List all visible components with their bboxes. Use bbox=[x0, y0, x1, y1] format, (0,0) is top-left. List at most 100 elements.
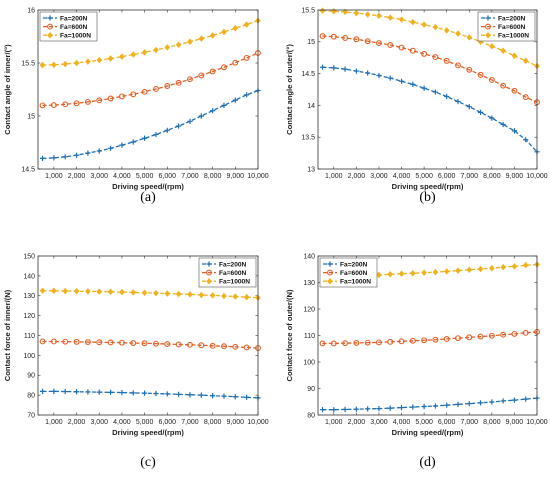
x-tick-label: 1,000 bbox=[45, 173, 63, 180]
data-point bbox=[221, 102, 227, 108]
series-line bbox=[42, 89, 259, 160]
y-tick-label: 140 bbox=[23, 273, 35, 280]
y-tick-label: 130 bbox=[23, 293, 35, 300]
x-tick-label: 6,000 bbox=[438, 419, 456, 426]
data-point bbox=[39, 388, 46, 394]
x-tick-label: 4,000 bbox=[393, 419, 411, 426]
data-point bbox=[232, 97, 238, 103]
data-point bbox=[187, 341, 193, 348]
data-point bbox=[96, 97, 103, 104]
axes-frame bbox=[317, 9, 538, 170]
data-point bbox=[221, 64, 227, 71]
data-point bbox=[39, 338, 46, 345]
data-point bbox=[319, 340, 326, 347]
data-point bbox=[409, 337, 416, 344]
data-point bbox=[398, 270, 405, 278]
x-tick-label: 6,000 bbox=[438, 173, 456, 180]
x-tick-label: 9,000 bbox=[506, 419, 524, 426]
data-point bbox=[73, 389, 80, 395]
y-tick-label: 140 bbox=[303, 253, 315, 260]
data-point bbox=[244, 92, 250, 98]
data-point bbox=[398, 338, 405, 345]
data-point bbox=[421, 21, 427, 28]
x-tick-label: 2,000 bbox=[68, 173, 86, 180]
data-point bbox=[243, 344, 250, 351]
data-point bbox=[387, 14, 394, 21]
data-point bbox=[455, 30, 461, 37]
data-point bbox=[130, 390, 136, 396]
data-point bbox=[489, 399, 495, 405]
data-point bbox=[523, 396, 529, 402]
data-point bbox=[353, 9, 360, 17]
data-point bbox=[466, 34, 473, 41]
data-point bbox=[365, 406, 371, 412]
data-point bbox=[522, 94, 529, 101]
x-tick-label: 5,000 bbox=[136, 419, 154, 426]
data-point bbox=[232, 394, 238, 400]
series-line bbox=[322, 331, 538, 345]
data-point bbox=[119, 142, 125, 148]
data-point bbox=[119, 389, 125, 396]
x-tick-label: 9,000 bbox=[227, 173, 245, 180]
data-point bbox=[107, 339, 114, 346]
data-point bbox=[477, 333, 484, 340]
data-point bbox=[175, 79, 182, 86]
data-point bbox=[221, 393, 227, 399]
y-tick-label: 80 bbox=[307, 412, 315, 419]
chart-panel-c: 1,000 2,000 3,000 4,000 5,000 6,000 7,000 8,000… bbox=[3, 253, 269, 470]
x-tick-label: 3,000 bbox=[370, 173, 388, 180]
data-point bbox=[489, 115, 495, 121]
legend-marker bbox=[206, 261, 212, 267]
data-point bbox=[455, 335, 461, 342]
data-point bbox=[376, 40, 382, 47]
data-point bbox=[107, 288, 114, 296]
data-point bbox=[376, 12, 382, 19]
x-tick-label: 8,000 bbox=[483, 173, 501, 180]
data-point bbox=[209, 292, 216, 299]
series-line bbox=[42, 390, 259, 399]
legend-entry: Fa=1000N bbox=[60, 33, 91, 40]
data-point bbox=[51, 155, 57, 161]
y-tick-label: 130 bbox=[303, 280, 315, 287]
data-point bbox=[141, 340, 148, 347]
data-point bbox=[176, 391, 182, 397]
data-point bbox=[130, 289, 137, 296]
data-point bbox=[175, 41, 182, 49]
series-fa-600n bbox=[39, 338, 261, 351]
data-point bbox=[85, 58, 91, 65]
data-point bbox=[107, 389, 114, 395]
data-point bbox=[232, 24, 239, 32]
data-point bbox=[387, 42, 394, 48]
data-point bbox=[522, 262, 529, 269]
data-point bbox=[96, 339, 103, 346]
data-point bbox=[353, 36, 360, 43]
data-point bbox=[319, 33, 326, 40]
x-tick-label: 2,000 bbox=[348, 173, 366, 180]
data-point bbox=[141, 390, 148, 396]
data-point bbox=[210, 108, 216, 114]
legend: Fa=200N Fa=600N Fa=1000N bbox=[198, 257, 257, 288]
y-tick-label: 15 bbox=[307, 39, 315, 46]
data-point bbox=[488, 77, 495, 83]
data-point bbox=[39, 102, 46, 109]
legend-entry: Fa=600N bbox=[498, 24, 526, 31]
series-line bbox=[322, 397, 538, 411]
data-point bbox=[164, 391, 170, 397]
data-point bbox=[421, 269, 427, 276]
x-tick-label: 4,000 bbox=[393, 173, 411, 180]
data-point bbox=[444, 93, 450, 100]
data-point bbox=[500, 121, 506, 128]
x-tick-label: 6,000 bbox=[159, 419, 177, 426]
data-point bbox=[455, 98, 461, 105]
data-point bbox=[96, 56, 103, 64]
legend: Fa=200N Fa=600N Fa=1000N bbox=[477, 11, 536, 42]
x-axis-label: Driving speed/(rpm) bbox=[392, 182, 464, 191]
data-point bbox=[107, 55, 114, 62]
chart-panel-d: 1,000 2,000 3,000 4,000 5,000 6,000 7,000 8,000… bbox=[285, 253, 548, 470]
data-point bbox=[221, 292, 227, 300]
data-point bbox=[164, 341, 171, 347]
data-point bbox=[187, 291, 193, 298]
data-point bbox=[73, 152, 80, 158]
y-tick-label: 70 bbox=[27, 412, 35, 419]
